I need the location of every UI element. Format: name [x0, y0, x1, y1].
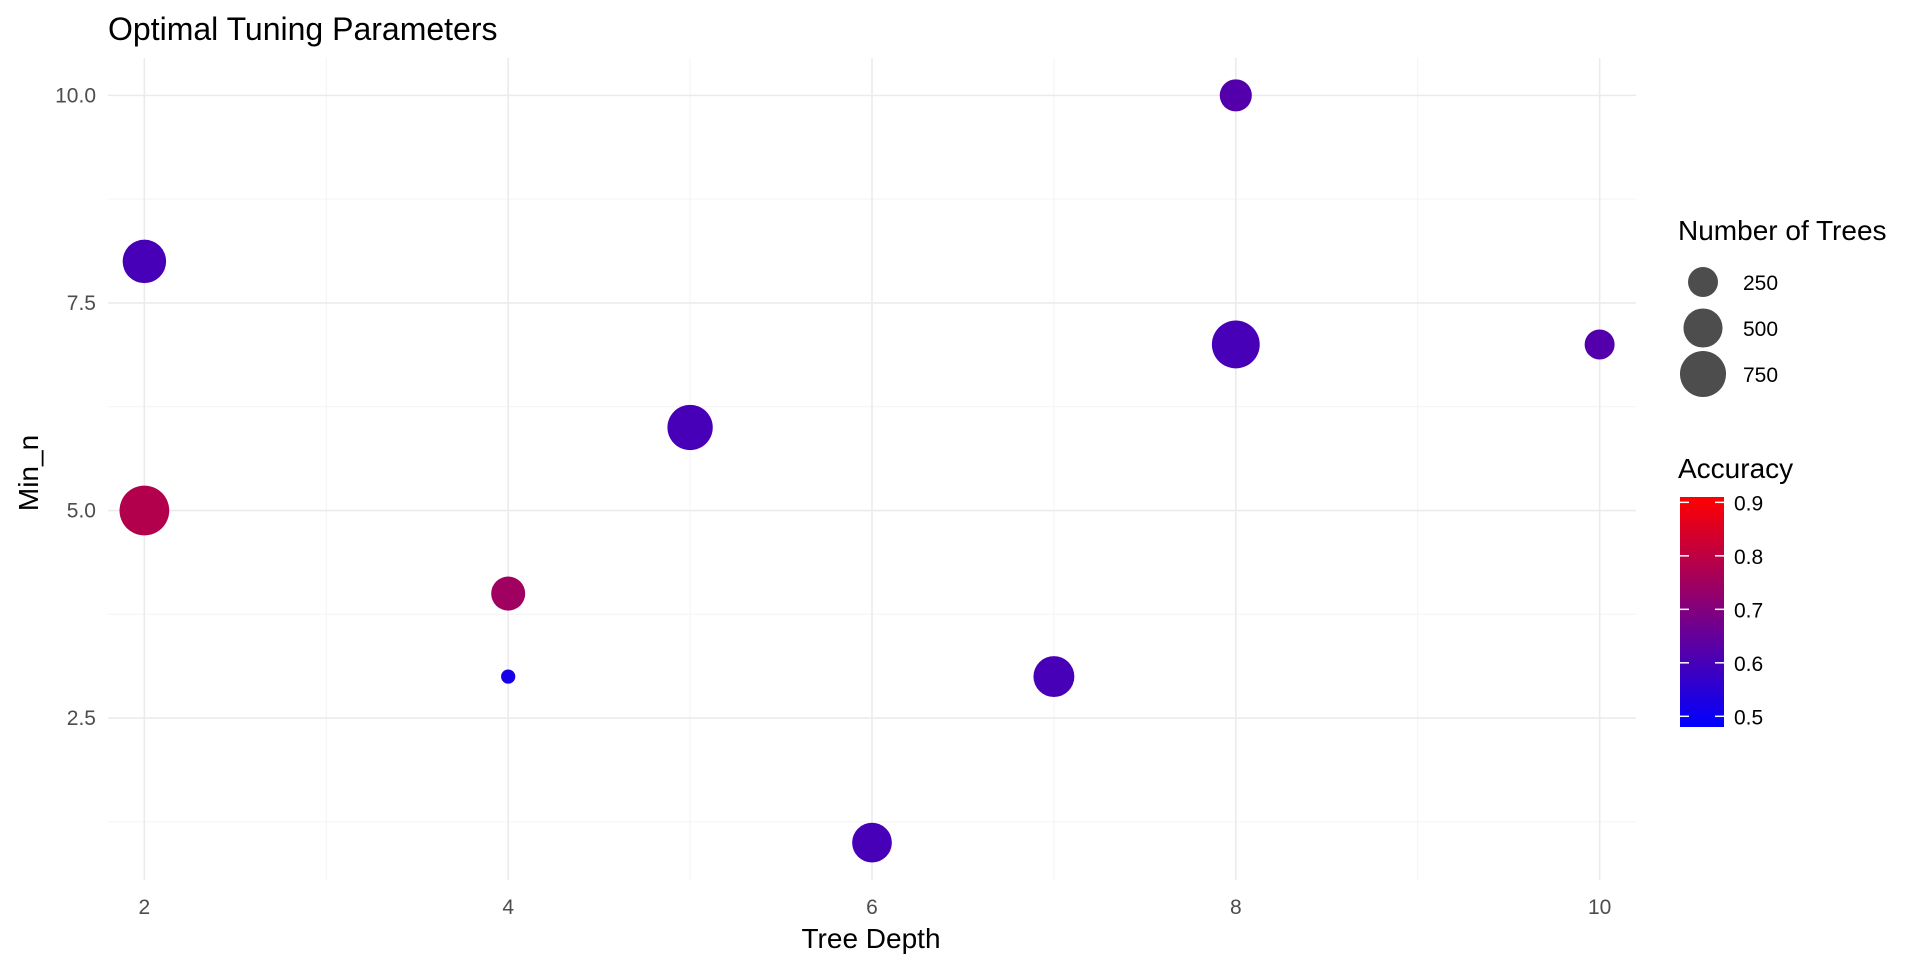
size-legend-key — [1683, 308, 1723, 348]
data-point — [852, 822, 892, 863]
size-legend-key — [1679, 350, 1727, 398]
size-legend: Number of Trees 250 500 750 — [1678, 215, 1887, 398]
y-axis-title: Min_n — [13, 435, 44, 511]
data-point — [1033, 656, 1075, 698]
color-legend-label: 0.6 — [1734, 653, 1763, 676]
y-tick-label: 10.0 — [55, 84, 96, 107]
x-tick-label: 10 — [1588, 896, 1611, 919]
x-tick-label: 2 — [139, 896, 151, 919]
x-axis-title: Tree Depth — [801, 923, 940, 954]
size-legend-label: 750 — [1743, 364, 1778, 387]
data-point — [122, 239, 167, 284]
y-tick-label: 7.5 — [67, 292, 96, 315]
data-point — [1211, 320, 1260, 369]
x-axis-ticks: 2 4 6 8 10 — [139, 896, 1612, 919]
color-legend-ticks: 0.5 0.6 0.7 0.8 0.9 — [1680, 492, 1763, 729]
color-legend-label: 0.7 — [1734, 599, 1763, 622]
y-tick-label: 5.0 — [67, 500, 96, 523]
color-legend-label: 0.5 — [1734, 706, 1763, 729]
x-tick-label: 4 — [502, 896, 514, 919]
x-tick-label: 8 — [1230, 896, 1242, 919]
color-legend-bar — [1680, 497, 1724, 727]
data-points — [119, 79, 1615, 863]
plot-grid — [108, 58, 1636, 880]
data-point — [667, 404, 713, 451]
color-legend: Accuracy 0.5 0.6 0.7 0.8 0.9 — [1678, 453, 1793, 729]
color-legend-title: Accuracy — [1678, 453, 1793, 484]
data-point — [501, 669, 516, 684]
chart-title: Optimal Tuning Parameters — [108, 11, 498, 47]
size-legend-label: 500 — [1743, 318, 1778, 341]
data-point — [491, 576, 526, 611]
y-tick-label: 2.5 — [67, 707, 96, 730]
size-legend-title: Number of Trees — [1678, 215, 1887, 246]
size-legend-key — [1688, 267, 1718, 297]
size-legend-items: 250 500 750 — [1679, 267, 1778, 398]
data-point — [1584, 329, 1615, 360]
size-legend-label: 250 — [1743, 272, 1778, 295]
y-axis-ticks: 2.5 5.0 7.5 10.0 — [55, 84, 96, 730]
color-legend-label: 0.9 — [1734, 492, 1763, 515]
x-tick-label: 6 — [866, 896, 878, 919]
color-legend-label: 0.8 — [1734, 546, 1763, 569]
data-point — [1219, 79, 1252, 112]
data-point — [119, 485, 170, 536]
